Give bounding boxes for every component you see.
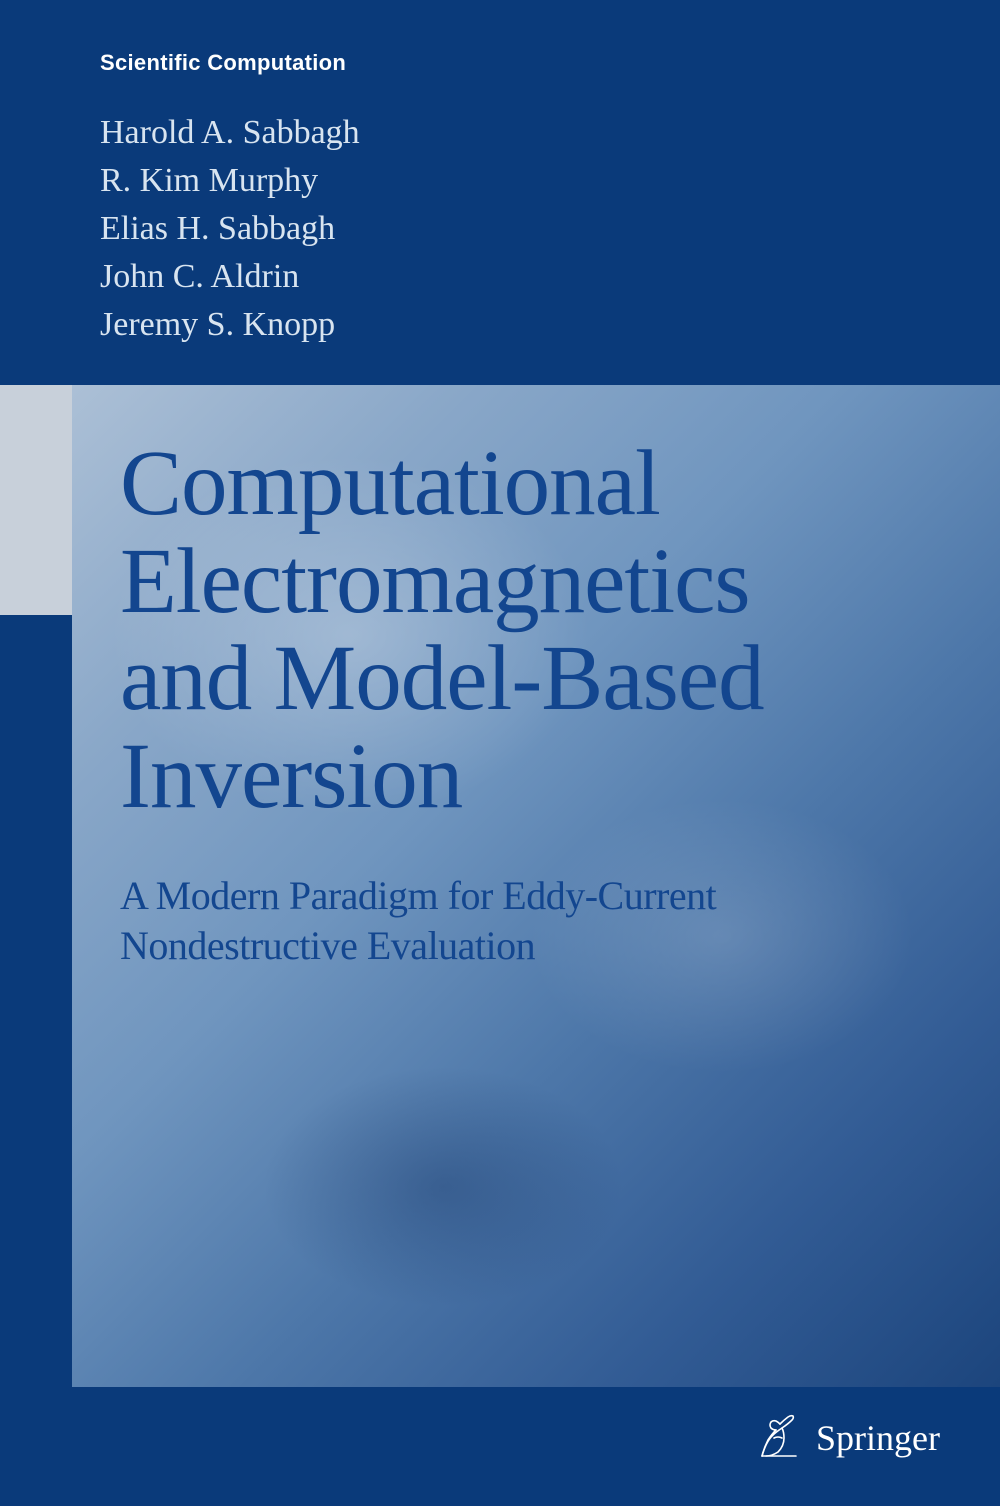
title-panel: Computational Electromagnetics and Model…	[72, 385, 1000, 1387]
author-name: Harold A. Sabbagh	[100, 110, 360, 156]
subtitle-line: Nondestructive Evaluation	[120, 921, 960, 971]
publisher-block: Springer	[754, 1412, 940, 1464]
author-name: John C. Aldrin	[100, 254, 360, 300]
book-subtitle: A Modern Paradigm for Eddy-Current Nonde…	[120, 871, 960, 971]
title-line: Computational	[120, 435, 960, 533]
springer-horse-icon	[754, 1412, 802, 1464]
book-cover: Scientific Computation Harold A. Sabbagh…	[0, 0, 1000, 1506]
side-tab	[0, 385, 72, 615]
author-name: Elias H. Sabbagh	[100, 206, 360, 252]
author-name: Jeremy S. Knopp	[100, 302, 360, 348]
book-title: Computational Electromagnetics and Model…	[120, 435, 960, 826]
author-name: R. Kim Murphy	[100, 158, 360, 204]
subtitle-line: A Modern Paradigm for Eddy-Current	[120, 871, 960, 921]
publisher-name: Springer	[816, 1417, 940, 1459]
title-line: and Model-Based	[120, 630, 960, 728]
author-list: Harold A. Sabbagh R. Kim Murphy Elias H.…	[100, 110, 360, 349]
title-line: Electromagnetics	[120, 533, 960, 631]
title-line: Inversion	[120, 728, 960, 826]
series-label: Scientific Computation	[100, 50, 346, 76]
